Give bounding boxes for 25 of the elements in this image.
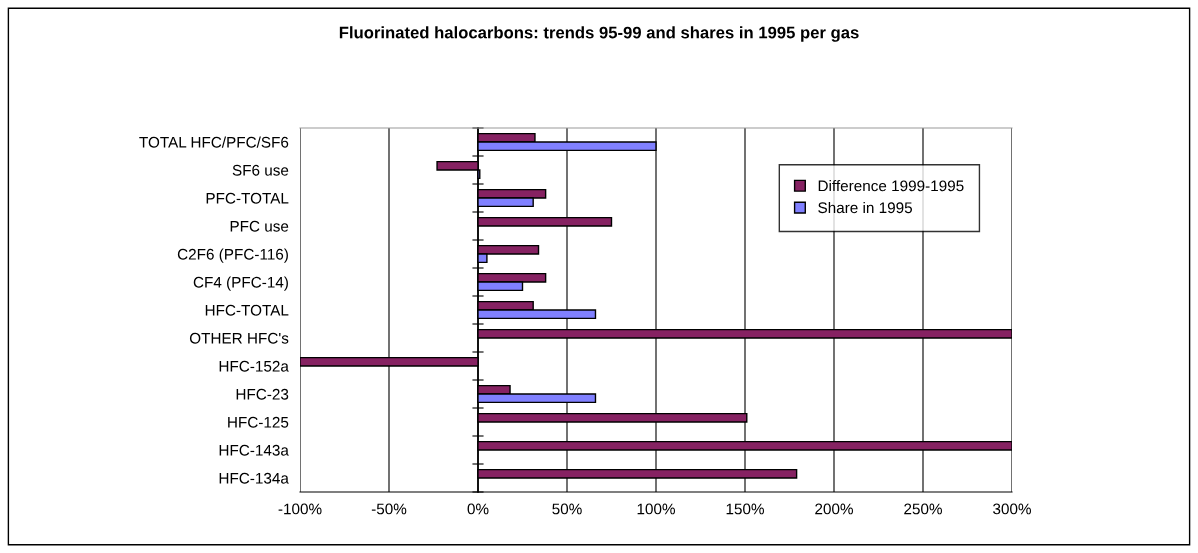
y-tick-label: OTHER HFC's bbox=[189, 332, 289, 344]
x-tick-label: 50% bbox=[552, 503, 582, 515]
x-tick-label: 300% bbox=[993, 503, 1031, 515]
legend-label: Share in 1995 bbox=[818, 201, 912, 214]
y-tick-label: PFC use bbox=[230, 220, 289, 232]
x-tick-label: -100% bbox=[278, 503, 322, 515]
y-tick-label: HFC-134a bbox=[219, 472, 289, 484]
x-tick-label: -50% bbox=[371, 503, 407, 515]
x-tick-label: 0% bbox=[467, 503, 489, 515]
y-tick-label: HFC-TOTAL bbox=[205, 304, 289, 316]
x-tick-label: 200% bbox=[815, 503, 853, 515]
y-tick-label: CF4 (PFC-14) bbox=[193, 276, 288, 291]
y-tick-label: HFC-152a bbox=[219, 360, 289, 372]
x-tick-label: 250% bbox=[904, 503, 942, 515]
y-tick-label: HFC-125 bbox=[228, 416, 289, 428]
y-tick-label: TOTAL HFC/PFC/SF6 bbox=[139, 136, 289, 148]
y-tick-label: HFC-143a bbox=[219, 444, 289, 456]
chart-title: Fluorinated halocarbons: trends 95-99 and shares in 1995 per gas bbox=[339, 26, 859, 42]
y-tick-label: HFC-23 bbox=[236, 388, 289, 400]
y-tick-label: C2F6 (PFC-116) bbox=[177, 248, 288, 263]
x-tick-label: 100% bbox=[637, 503, 675, 515]
legend-label: Difference 1999-1995 bbox=[818, 180, 964, 192]
y-tick-label: PFC-TOTAL bbox=[206, 192, 289, 204]
x-tick-label: 150% bbox=[726, 503, 764, 515]
y-tick-label: SF6 use bbox=[232, 164, 289, 176]
